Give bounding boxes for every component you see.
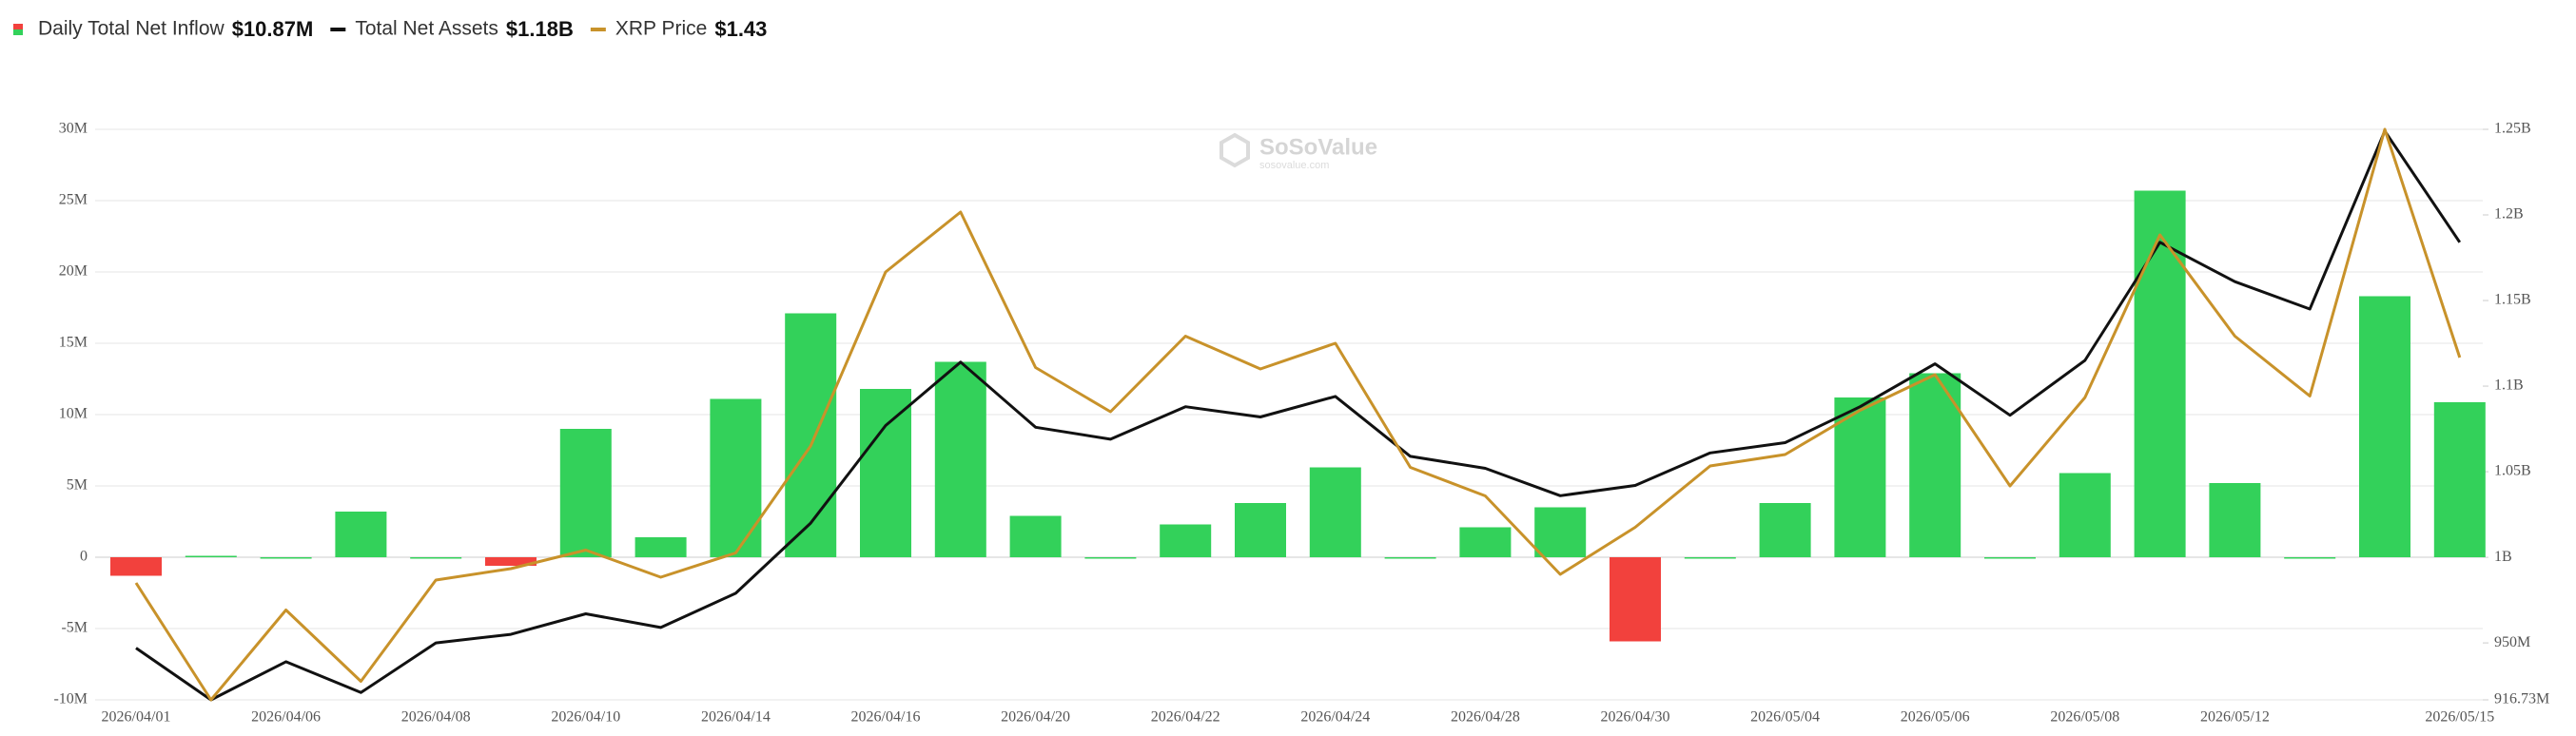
y2-tick-label: 916.73M xyxy=(2494,691,2549,707)
bar xyxy=(559,429,612,557)
bar xyxy=(1309,467,1361,557)
y-tick-label: -10M xyxy=(53,691,88,707)
bar xyxy=(1610,557,1661,642)
x-tick-label: 2026/04/24 xyxy=(1300,709,1370,726)
bar xyxy=(2359,296,2410,557)
bar xyxy=(710,398,762,557)
legend-label: XRP Price xyxy=(615,18,707,40)
y-tick-label: 15M xyxy=(59,335,88,351)
x-tick-label: 2026/04/28 xyxy=(1451,709,1520,726)
line xyxy=(134,127,2462,702)
y2-tick-label: 1B xyxy=(2494,549,2512,565)
bar xyxy=(335,512,387,557)
x-tick-label: 2026/05/15 xyxy=(2425,709,2494,726)
bar xyxy=(1759,503,1811,557)
y2-tick-label: 950M xyxy=(2494,634,2530,650)
watermark-subtext: sosovalue.com xyxy=(1259,160,1329,171)
line xyxy=(135,129,2462,702)
x-tick-label: 2026/05/04 xyxy=(1750,709,1820,726)
x-tick-label: 2026/05/06 xyxy=(1901,709,1970,726)
legend-label: Daily Total Net Inflow xyxy=(38,18,225,40)
legend-label: Total Net Assets xyxy=(355,18,498,40)
y-tick-label: -5M xyxy=(61,620,88,636)
x-tick-label: 2026/05/08 xyxy=(2050,709,2119,726)
bar xyxy=(785,313,837,557)
y-tick-label: 30M xyxy=(59,121,88,137)
y2-tick-label: 1.2B xyxy=(2494,206,2524,223)
legend-swatch xyxy=(13,29,23,35)
legend: Daily Total Net Inflow $10.87M Total Net A… xyxy=(13,17,767,41)
bar xyxy=(934,361,986,557)
y2-tick-label: 1.15B xyxy=(2494,292,2531,308)
x-tick-label: 2026/04/08 xyxy=(401,709,471,726)
bar xyxy=(410,557,462,559)
y-tick-label: 5M xyxy=(67,477,88,494)
x-tick-label: 2026/04/06 xyxy=(251,709,321,726)
x-tick-label: 2026/04/22 xyxy=(1151,709,1220,726)
bar xyxy=(1084,557,1137,559)
y-tick-label: 0 xyxy=(80,549,88,565)
watermark-logo xyxy=(1220,132,1250,168)
x-tick-label: 2026/04/30 xyxy=(1601,709,1670,726)
bar xyxy=(1459,527,1512,557)
x-tick-label: 2026/04/01 xyxy=(102,709,171,726)
bar xyxy=(485,557,537,566)
legend-swatch xyxy=(13,24,23,29)
bar xyxy=(634,537,687,557)
y2-tick-label: 1.1B xyxy=(2494,378,2524,394)
bar xyxy=(185,555,237,557)
bar xyxy=(860,389,911,557)
bar xyxy=(1160,524,1212,557)
legend-value: $1.43 xyxy=(714,17,767,41)
bar xyxy=(1534,507,1587,557)
watermark: SoSoValue sosovalue.com xyxy=(1220,132,1377,171)
bar xyxy=(2059,473,2111,557)
y2-tick-label: 1.25B xyxy=(2494,121,2531,137)
legend-value: $10.87M xyxy=(232,17,314,41)
x-tick-label: 2026/04/20 xyxy=(1001,709,1070,726)
bar xyxy=(1984,557,2036,559)
x-tick-label: 2026/04/14 xyxy=(701,709,771,726)
y-tick-label: 10M xyxy=(59,406,88,422)
bar xyxy=(1684,557,1736,559)
bar xyxy=(110,557,162,576)
bar xyxy=(2433,401,2486,557)
x-tick-label: 2026/05/12 xyxy=(2200,709,2270,726)
y2-tick-label: 1.05B xyxy=(2494,463,2531,479)
bar xyxy=(260,557,312,559)
x-tick-label: 2026/04/16 xyxy=(851,709,921,726)
y-tick-label: 25M xyxy=(59,192,88,208)
bar xyxy=(2209,483,2261,557)
watermark-text: SoSoValue xyxy=(1259,134,1377,160)
bar xyxy=(1235,503,1286,557)
y-tick-label: 20M xyxy=(59,263,88,280)
x-tick-label: 2026/04/10 xyxy=(551,709,620,726)
legend-value: $1.18B xyxy=(506,17,574,41)
bar xyxy=(2134,190,2186,557)
bar xyxy=(1009,515,1062,557)
bar xyxy=(2284,557,2336,559)
bar xyxy=(1384,557,1436,559)
bar xyxy=(1909,373,1961,557)
bar xyxy=(1834,397,1886,557)
